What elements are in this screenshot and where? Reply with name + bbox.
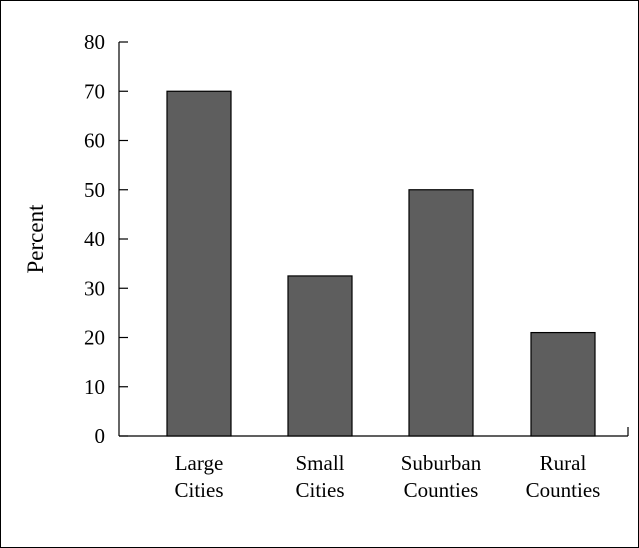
y-tick-label: 50 (84, 178, 105, 202)
category-label: Rural Counties (526, 451, 601, 502)
bars (166, 90, 596, 437)
y-tick-label: 20 (84, 326, 105, 350)
y-tick-label: 10 (84, 375, 105, 399)
y-tick-label: 60 (84, 129, 105, 153)
y-tick-label: 0 (95, 424, 106, 448)
y-tick-label: 80 (84, 30, 105, 54)
y-tick-label: 40 (84, 227, 105, 251)
y-axis: 0 10 20 30 40 50 60 70 80 (84, 30, 128, 448)
category-label: Small Cities (295, 451, 344, 502)
y-tick-label: 30 (84, 276, 105, 300)
bar (287, 275, 353, 437)
category-label: Suburban Counties (401, 451, 482, 502)
y-tick-label: 70 (84, 79, 105, 103)
bar (408, 189, 474, 437)
bar (530, 331, 596, 437)
category-labels: Large Cities Small Cities Suburban Counties Ru… (174, 451, 600, 502)
y-axis-label: Percent (23, 204, 48, 274)
category-label: Large Cities (174, 451, 223, 502)
bar (166, 90, 232, 437)
